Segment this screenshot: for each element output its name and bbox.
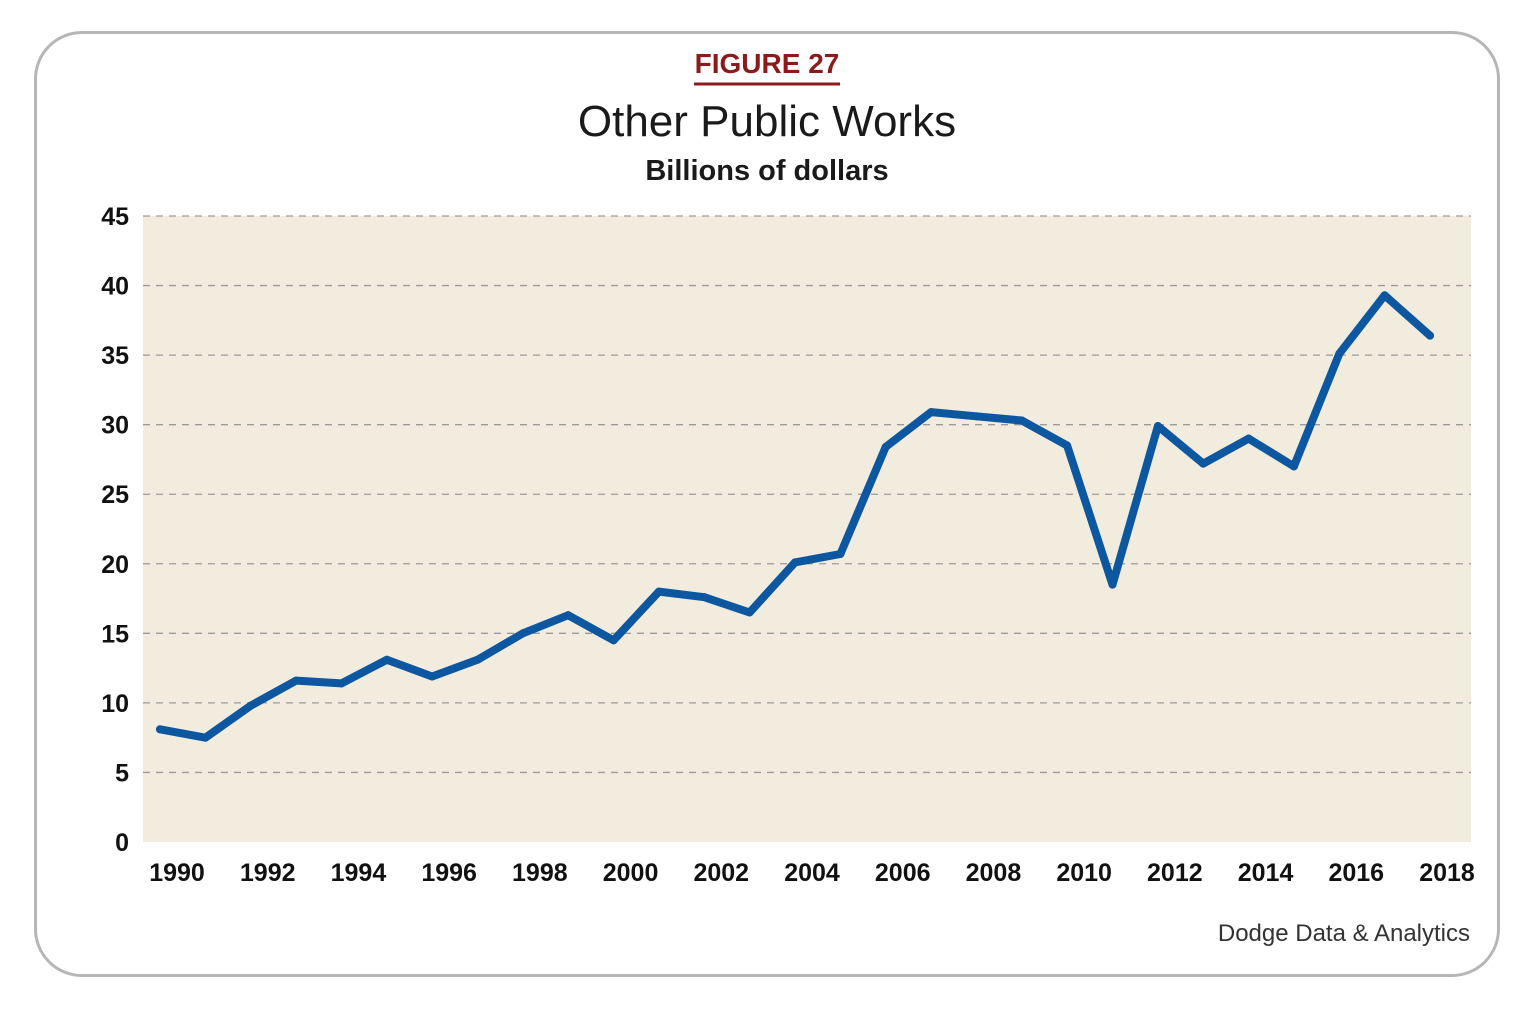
y-tick-label: 15	[101, 620, 129, 648]
data-point	[1017, 416, 1026, 425]
chart-title: Other Public Works	[578, 97, 956, 146]
y-axis-tick-labels: 0 5 10 15 20 25 30 35 40 45	[101, 203, 129, 857]
x-tick-label: 1996	[421, 859, 477, 887]
y-tick-label: 45	[101, 203, 129, 231]
data-point	[518, 629, 527, 638]
data-point	[1244, 434, 1253, 443]
y-tick-label: 10	[101, 690, 129, 718]
data-point	[473, 655, 482, 664]
gridlines	[143, 215, 1471, 774]
data-point	[1153, 422, 1162, 431]
data-point	[292, 676, 301, 685]
y-tick-label: 30	[101, 412, 129, 440]
y-tick-label: 25	[101, 481, 129, 509]
series-points	[156, 291, 1434, 742]
data-point	[881, 442, 890, 451]
x-tick-label: 2012	[1147, 859, 1203, 887]
x-tick-label: 2016	[1328, 859, 1384, 887]
data-point	[836, 550, 845, 559]
x-tick-label: 2006	[875, 859, 931, 887]
x-tick-label: 2008	[966, 859, 1022, 887]
y-tick-label: 5	[115, 759, 129, 787]
data-point	[1063, 441, 1072, 450]
x-tick-label: 1990	[149, 859, 205, 887]
data-point	[156, 725, 164, 734]
data-point	[201, 733, 210, 742]
data-point	[564, 611, 573, 620]
x-tick-label: 1998	[512, 859, 568, 887]
data-point	[927, 408, 936, 417]
data-point	[1199, 459, 1208, 468]
data-point	[1335, 349, 1344, 358]
data-point	[700, 593, 709, 602]
data-point	[654, 587, 663, 596]
x-tick-label: 2000	[603, 859, 659, 887]
data-point	[972, 412, 981, 421]
data-point	[246, 701, 255, 710]
plot-area	[143, 216, 1471, 842]
y-tick-label: 0	[115, 829, 129, 857]
data-point	[1289, 462, 1298, 471]
data-point	[609, 636, 618, 645]
x-tick-label: 2014	[1238, 859, 1294, 887]
y-tick-label: 35	[101, 342, 129, 370]
data-point	[428, 672, 437, 681]
data-point	[382, 655, 391, 664]
y-tick-label: 20	[101, 551, 129, 579]
x-tick-label: 2010	[1056, 859, 1112, 887]
x-axis-tick-labels: 1990 1992 1994 1996 1998 2000 2002 2004 2006 2008…	[149, 859, 1475, 887]
x-tick-label: 2018	[1419, 859, 1475, 887]
data-point	[745, 608, 754, 617]
data-point	[1380, 291, 1389, 300]
x-tick-label: 2002	[693, 859, 749, 887]
x-tick-label: 2004	[784, 859, 840, 887]
x-tick-label: 1992	[240, 859, 296, 887]
data-point	[337, 679, 346, 688]
figure-label: FIGURE 27	[695, 48, 840, 79]
y-tick-label: 40	[101, 273, 129, 301]
chart-subtitle: Billions of dollars	[645, 155, 888, 187]
data-point	[791, 558, 799, 567]
data-point	[1426, 331, 1434, 340]
data-point	[1108, 580, 1117, 589]
x-tick-label: 1994	[331, 859, 387, 887]
source-note: Dodge Data & Analytics	[1218, 920, 1470, 947]
